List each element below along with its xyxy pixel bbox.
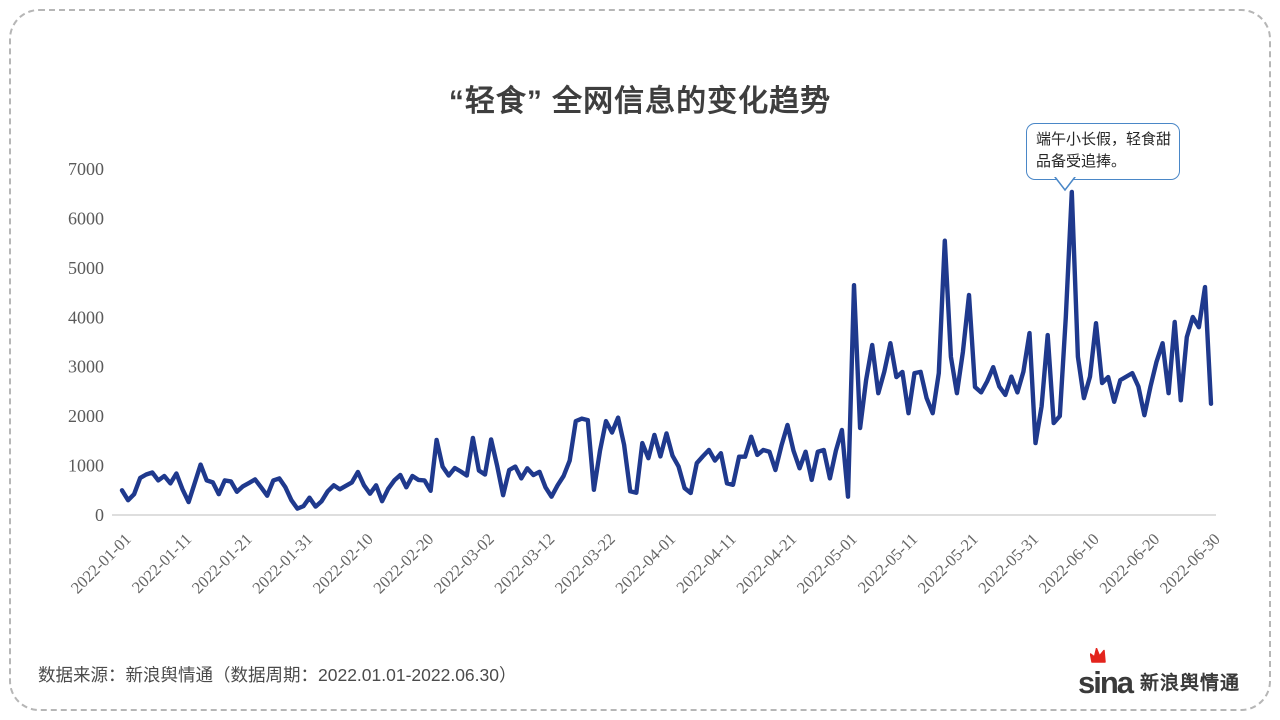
annotation-callout: 端午小长假，轻食甜品备受追捧。 xyxy=(1026,123,1180,192)
x-axis-label: 2022-04-21 xyxy=(732,529,800,597)
trend-line xyxy=(119,189,1214,511)
x-axis-label: 2022-05-21 xyxy=(914,529,982,597)
x-axis-label: 2022-03-02 xyxy=(430,529,498,597)
y-axis-label: 5000 xyxy=(68,258,104,278)
x-axis-label: 2022-05-01 xyxy=(793,529,861,597)
page-title: “轻食” 全网信息的变化趋势 xyxy=(448,85,832,119)
x-axis-label: 2022-01-21 xyxy=(188,529,256,597)
annotation-text: 端午小长假，轻食甜品备受追捧。 xyxy=(1036,131,1172,170)
sina-logo: sina 新浪舆情通 xyxy=(1078,648,1241,701)
sina-wordmark: sina xyxy=(1078,664,1134,700)
x-axis-label: 2022-01-31 xyxy=(248,529,316,597)
y-axis-label: 4000 xyxy=(68,307,104,327)
x-axis-label: 2022-06-10 xyxy=(1035,529,1103,597)
y-axis-label: 7000 xyxy=(68,159,104,179)
sina-flame-icon xyxy=(1090,648,1106,663)
footer-source: 数据来源：新浪舆情通（数据周期：2022.01.01-2022.06.30） xyxy=(38,665,517,685)
x-axis-label: 2022-06-20 xyxy=(1095,529,1163,597)
y-axis-label: 3000 xyxy=(68,357,104,377)
x-axis-label: 2022-02-20 xyxy=(369,529,437,597)
x-axis-label: 2022-06-30 xyxy=(1156,529,1224,597)
y-axis-label: 1000 xyxy=(68,456,104,476)
y-axis-label: 2000 xyxy=(68,406,104,426)
x-axis-label: 2022-01-11 xyxy=(128,529,195,596)
x-axis-label: 2022-03-12 xyxy=(490,529,558,597)
y-axis-label: 0 xyxy=(95,505,104,525)
callout-pointer-icon xyxy=(1054,177,1076,192)
sina-logo-name: 新浪舆情通 xyxy=(1140,672,1241,694)
x-axis-label: 2022-02-10 xyxy=(309,529,377,597)
x-axis-label: 2022-05-31 xyxy=(974,529,1042,597)
x-axis-label: 2022-04-01 xyxy=(611,529,679,597)
x-axis-label: 2022-03-22 xyxy=(551,529,619,597)
x-axis-label: 2022-01-01 xyxy=(67,529,135,597)
y-axis-label: 6000 xyxy=(68,208,104,228)
x-axis-label: 2022-04-11 xyxy=(672,529,739,596)
x-axis-label: 2022-05-11 xyxy=(854,529,921,596)
